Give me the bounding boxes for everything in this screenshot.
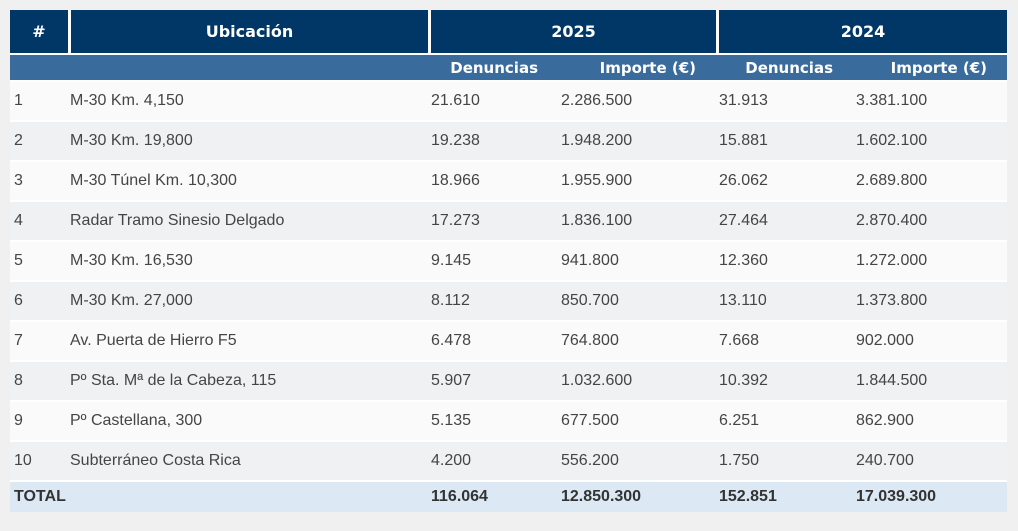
row-index: 7	[10, 322, 68, 362]
row-index: 4	[10, 202, 68, 242]
row-location: Pº Castellana, 300	[68, 402, 428, 442]
total-importe-2024: 17.039.300	[853, 482, 1007, 512]
cell-denuncias-2024: 31.913	[716, 82, 853, 122]
subheader-importe-2024: Importe (€)	[853, 55, 1007, 82]
total-row: TOTAL 116.064 12.850.300 152.851 17.039.…	[10, 482, 1007, 512]
cell-denuncias-2024: 13.110	[716, 282, 853, 322]
row-location: Pº Sta. Mª de la Cabeza, 115	[68, 362, 428, 402]
table-row: 8 Pº Sta. Mª de la Cabeza, 115 5.907 1.0…	[10, 362, 1007, 402]
table-row: 7 Av. Puerta de Hierro F5 6.478 764.800 …	[10, 322, 1007, 362]
row-location: M-30 Km. 16,530	[68, 242, 428, 282]
header-row-sub: Denuncias Importe (€) Denuncias Importe …	[10, 55, 1007, 82]
cell-denuncias-2024: 10.392	[716, 362, 853, 402]
cell-importe-2024: 1.373.800	[853, 282, 1007, 322]
total-importe-2025: 12.850.300	[558, 482, 716, 512]
row-index: 8	[10, 362, 68, 402]
cell-importe-2024: 1.844.500	[853, 362, 1007, 402]
cell-denuncias-2025: 4.200	[428, 442, 558, 482]
row-location: Av. Puerta de Hierro F5	[68, 322, 428, 362]
cell-denuncias-2024: 12.360	[716, 242, 853, 282]
cell-importe-2025: 677.500	[558, 402, 716, 442]
row-location: M-30 Km. 4,150	[68, 82, 428, 122]
row-index: 9	[10, 402, 68, 442]
cell-importe-2024: 2.870.400	[853, 202, 1007, 242]
row-index: 3	[10, 162, 68, 202]
cell-denuncias-2025: 8.112	[428, 282, 558, 322]
table-row: 1 M-30 Km. 4,150 21.610 2.286.500 31.913…	[10, 82, 1007, 122]
cell-importe-2025: 556.200	[558, 442, 716, 482]
row-location: M-30 Km. 19,800	[68, 122, 428, 162]
cell-importe-2025: 764.800	[558, 322, 716, 362]
table-row: 4 Radar Tramo Sinesio Delgado 17.273 1.8…	[10, 202, 1007, 242]
radar-fines-table: # Ubicación 2025 2024 Denuncias Importe …	[10, 10, 1007, 512]
total-label: TOTAL	[10, 482, 428, 512]
header-group-2024: 2024	[716, 10, 1007, 55]
cell-importe-2024: 1.602.100	[853, 122, 1007, 162]
row-index: 6	[10, 282, 68, 322]
cell-denuncias-2025: 17.273	[428, 202, 558, 242]
cell-denuncias-2024: 26.062	[716, 162, 853, 202]
cell-importe-2025: 941.800	[558, 242, 716, 282]
cell-denuncias-2025: 9.145	[428, 242, 558, 282]
cell-denuncias-2025: 6.478	[428, 322, 558, 362]
cell-denuncias-2024: 15.881	[716, 122, 853, 162]
cell-denuncias-2025: 18.966	[428, 162, 558, 202]
subheader-importe-2025: Importe (€)	[558, 55, 716, 82]
row-index: 10	[10, 442, 68, 482]
cell-importe-2025: 1.955.900	[558, 162, 716, 202]
cell-denuncias-2025: 5.135	[428, 402, 558, 442]
cell-denuncias-2025: 21.610	[428, 82, 558, 122]
cell-denuncias-2024: 27.464	[716, 202, 853, 242]
cell-importe-2024: 240.700	[853, 442, 1007, 482]
subheader-empty-num	[10, 55, 68, 82]
cell-denuncias-2024: 7.668	[716, 322, 853, 362]
table-row: 6 M-30 Km. 27,000 8.112 850.700 13.110 1…	[10, 282, 1007, 322]
row-index: 2	[10, 122, 68, 162]
cell-denuncias-2025: 5.907	[428, 362, 558, 402]
header-location: Ubicación	[68, 10, 428, 55]
total-denuncias-2025: 116.064	[428, 482, 558, 512]
table-row: 2 M-30 Km. 19,800 19.238 1.948.200 15.88…	[10, 122, 1007, 162]
cell-importe-2024: 3.381.100	[853, 82, 1007, 122]
cell-importe-2025: 1.032.600	[558, 362, 716, 402]
row-index: 1	[10, 82, 68, 122]
header-group-2025: 2025	[428, 10, 716, 55]
cell-denuncias-2024: 6.251	[716, 402, 853, 442]
header-row-groups: # Ubicación 2025 2024	[10, 10, 1007, 55]
header-num: #	[10, 10, 68, 55]
cell-importe-2024: 2.689.800	[853, 162, 1007, 202]
cell-importe-2024: 862.900	[853, 402, 1007, 442]
table-row: 9 Pº Castellana, 300 5.135 677.500 6.251…	[10, 402, 1007, 442]
cell-denuncias-2024: 1.750	[716, 442, 853, 482]
row-location: Radar Tramo Sinesio Delgado	[68, 202, 428, 242]
cell-importe-2024: 1.272.000	[853, 242, 1007, 282]
subheader-denuncias-2025: Denuncias	[428, 55, 558, 82]
cell-importe-2025: 2.286.500	[558, 82, 716, 122]
total-denuncias-2024: 152.851	[716, 482, 853, 512]
radar-fines-table-container: # Ubicación 2025 2024 Denuncias Importe …	[10, 10, 1007, 512]
row-location: M-30 Km. 27,000	[68, 282, 428, 322]
table-row: 3 M-30 Túnel Km. 10,300 18.966 1.955.900…	[10, 162, 1007, 202]
cell-importe-2024: 902.000	[853, 322, 1007, 362]
row-location: Subterráneo Costa Rica	[68, 442, 428, 482]
cell-importe-2025: 1.948.200	[558, 122, 716, 162]
cell-denuncias-2025: 19.238	[428, 122, 558, 162]
cell-importe-2025: 850.700	[558, 282, 716, 322]
cell-importe-2025: 1.836.100	[558, 202, 716, 242]
subheader-empty-location	[68, 55, 428, 82]
row-location: M-30 Túnel Km. 10,300	[68, 162, 428, 202]
row-index: 5	[10, 242, 68, 282]
table-row: 5 M-30 Km. 16,530 9.145 941.800 12.360 1…	[10, 242, 1007, 282]
subheader-denuncias-2024: Denuncias	[716, 55, 853, 82]
table-row: 10 Subterráneo Costa Rica 4.200 556.200 …	[10, 442, 1007, 482]
